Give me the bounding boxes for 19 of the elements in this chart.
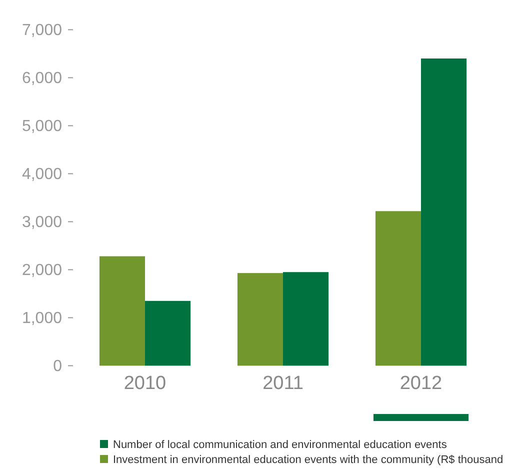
y-tick-label: 2,000 bbox=[22, 262, 62, 279]
y-tick-label: 0 bbox=[53, 358, 62, 375]
y-tick-label: 1,000 bbox=[22, 310, 62, 327]
bar bbox=[237, 273, 283, 366]
bar bbox=[283, 272, 329, 366]
x-tick-label: 2010 bbox=[124, 373, 166, 394]
legend-label: Number of local communication and environmental education events bbox=[113, 439, 448, 451]
bar bbox=[375, 211, 421, 366]
y-tick-label: 4,000 bbox=[22, 166, 62, 183]
x-tick-label: 2011 bbox=[262, 373, 304, 394]
y-tick-label: 5,000 bbox=[22, 118, 62, 135]
bar bbox=[421, 58, 467, 366]
bar bbox=[99, 256, 145, 366]
bar bbox=[145, 300, 191, 366]
y-tick-label: 6,000 bbox=[22, 70, 62, 87]
y-tick-label: 7,000 bbox=[22, 22, 62, 39]
legend-label: Investment in environmental education events with the community (R$ thousand bbox=[113, 454, 504, 466]
x-tick-label: 2012 bbox=[400, 373, 442, 394]
y-tick-label: 3,000 bbox=[22, 214, 62, 231]
